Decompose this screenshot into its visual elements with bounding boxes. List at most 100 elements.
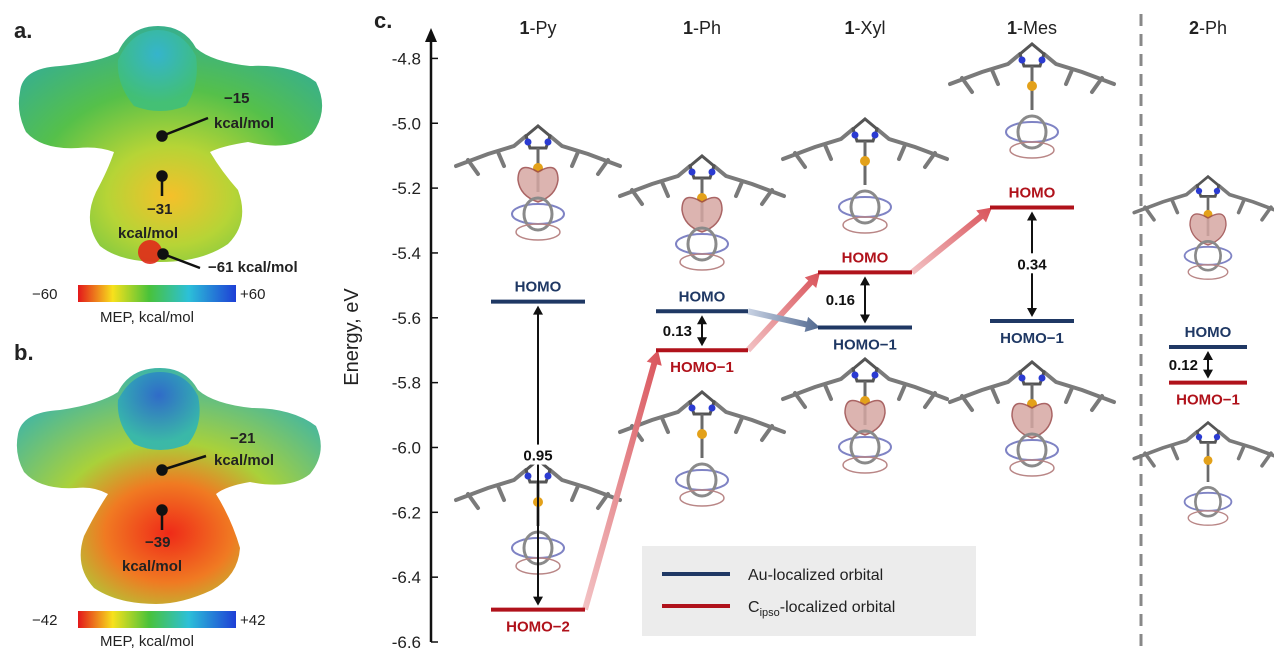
column-header-suffix: -Ph [1199, 18, 1227, 38]
mep-a-unit-2: kcal/mol [118, 225, 178, 242]
gap-value: 0.95 [523, 448, 552, 465]
orbital-lobe [1005, 121, 1059, 143]
molecule-structure [618, 390, 786, 507]
y-tick-label: -6.6 [392, 633, 421, 652]
orbital-lobe [842, 216, 888, 234]
molecule-wing [618, 164, 786, 206]
y-tick-label: -5.0 [392, 114, 421, 133]
mep-b-scale-min: −42 [32, 612, 57, 629]
orbital-lobe [1005, 439, 1059, 461]
mep-b-value-1: −21 [230, 430, 255, 447]
column-header-number: 1 [683, 18, 693, 38]
y-axis-arrowhead [425, 28, 437, 42]
gap-arrowhead [1203, 369, 1213, 379]
orbital-lobe [844, 399, 886, 436]
column-header: 1-Ph [683, 18, 721, 38]
y-tick-label: -4.8 [392, 49, 421, 68]
orbital-lobe [1009, 459, 1055, 477]
orbital-lobe [1183, 491, 1233, 512]
column-header-suffix: -Mes [1017, 18, 1057, 38]
y-axis-title: Energy, eV [341, 288, 363, 386]
molecule-wing [948, 52, 1116, 94]
column-header-suffix: -Xyl [855, 18, 886, 38]
gap-label-bg [1010, 253, 1054, 274]
orbital-lobe [838, 196, 892, 218]
mep-surface-b [16, 368, 321, 604]
mep-b-unit-1: kcal/mol [214, 452, 274, 469]
column-header: 1-Py [519, 18, 556, 38]
column-header-number: 2 [1189, 18, 1199, 38]
nitrogen-atom [544, 138, 552, 146]
aryl-ring [849, 429, 881, 465]
nitrogen-atom [688, 404, 696, 412]
molecule-wing [781, 367, 949, 409]
energy-level-label: HOMO [679, 288, 726, 305]
legend-c-sub: ipso [760, 607, 780, 619]
legend-label-cipso: Cipso-localized orbital [748, 599, 895, 619]
aryl-ring [686, 462, 718, 498]
gold-atom [697, 429, 707, 439]
orbital-structures [454, 42, 1274, 575]
nitrogen-atom [1195, 187, 1203, 195]
nitrogen-atom [708, 168, 716, 176]
nitrogen-atom [708, 404, 716, 412]
aryl-ring [686, 226, 718, 262]
mep-b-scale-label: MEP, kcal/mol [100, 633, 194, 650]
orbital-lobe [1011, 402, 1053, 439]
mep-a-value-1: −15 [224, 90, 249, 107]
orbital-lobe [1189, 213, 1227, 246]
mep-a-unit-1: kcal/mol [214, 115, 274, 132]
column-header-number: 1 [844, 18, 854, 38]
molecule-structure [618, 154, 786, 271]
molecule-structure [948, 42, 1116, 159]
mep-a-scale-max: +60 [240, 286, 265, 303]
energy-level-label: HOMO−1 [1000, 330, 1064, 347]
nitrogen-atom [871, 131, 879, 139]
orbital-lobe [1187, 510, 1229, 526]
orbital-lobe [517, 166, 559, 203]
molecule-structure [781, 117, 949, 234]
energy-level-label: HOMO−1 [1176, 392, 1240, 409]
molecule-structure [781, 357, 949, 474]
mep-markers-b [156, 454, 207, 530]
mep-b-unit-2: kcal/mol [122, 558, 182, 575]
molecule-wing [781, 127, 949, 169]
legend-c-rest: -localized orbital [780, 599, 896, 616]
y-tick-label: -5.4 [392, 244, 421, 263]
panel-label-c: c. [374, 8, 392, 33]
gap-arrowhead [533, 305, 543, 315]
column-headers: 1-Py 1-Ph 1-Xyl 1-Mes 2-Ph [519, 18, 1227, 38]
orbital-lobe [1183, 245, 1233, 266]
energy-level-label: HOMO−1 [833, 337, 897, 354]
y-tick-label: -5.2 [392, 179, 421, 198]
gap-arrowhead [860, 276, 870, 286]
gold-atom [1203, 455, 1213, 465]
y-tick-label: -5.6 [392, 309, 421, 328]
gap-value: 0.12 [1169, 357, 1198, 374]
nitrogen-atom [871, 371, 879, 379]
y-tick-label: -6.4 [392, 568, 421, 587]
mep-markers-a [156, 116, 209, 270]
aryl-ring [1016, 432, 1048, 468]
aryl-ring [1016, 114, 1048, 150]
energy-level-label: HOMO [515, 279, 562, 296]
energy-level-label: HOMO [842, 249, 889, 266]
nitrogen-atom [1195, 433, 1203, 441]
gap-arrowhead [533, 596, 543, 606]
energy-level-label: HOMO−2 [506, 619, 570, 636]
orbital-lobe [681, 196, 723, 233]
mep-a-value-2: −31 [147, 201, 172, 218]
mep-surface-a [18, 26, 323, 264]
nitrogen-atom [1213, 187, 1221, 195]
correlation-arrow [582, 350, 662, 611]
molecule-structure [1132, 420, 1274, 526]
nitrogen-atom [544, 472, 552, 480]
level-correlation-arrows [582, 207, 992, 611]
nitrogen-atom [1213, 433, 1221, 441]
column-header: 1-Mes [1007, 18, 1057, 38]
legend: Au-localized orbital Cipso-localized orb… [642, 546, 976, 636]
column-header-suffix: -Py [530, 18, 557, 38]
energy-level-label: HOMO−1 [670, 359, 734, 376]
molecule-wing [454, 134, 622, 176]
